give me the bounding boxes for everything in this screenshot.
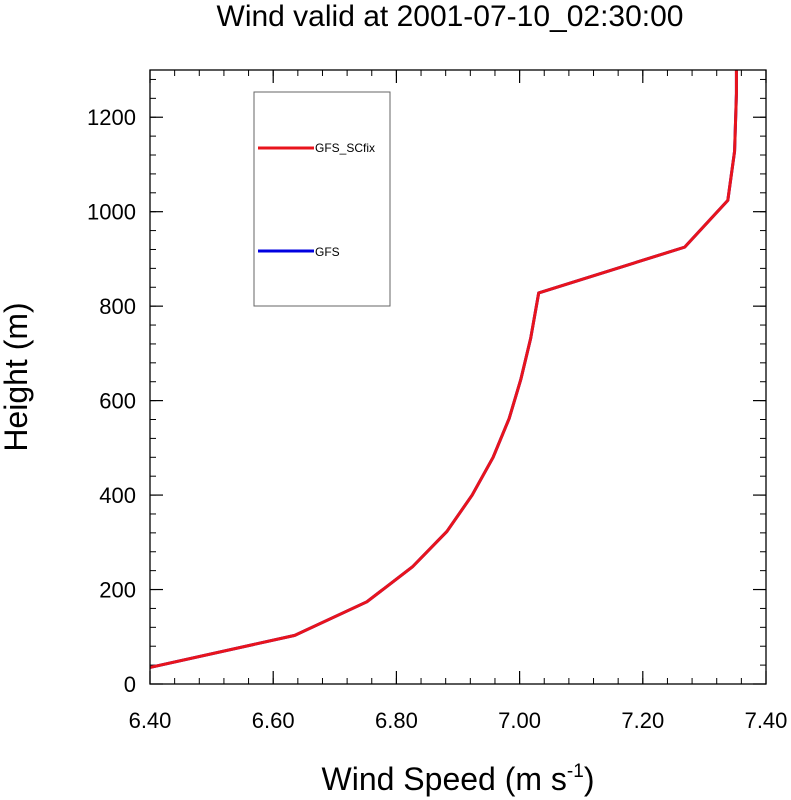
x-tick-label: 6.60 [252,708,295,733]
legend: GFS_SCfix GFS [253,91,391,307]
x-axis-label: Wind Speed (m s-1) [322,761,595,797]
x-tick-labels: 6.40 6.60 6.80 7.00 7.20 7.40 [129,708,788,733]
y-tick-label: 1000 [87,200,136,225]
series-layer [149,70,738,669]
y-tick-label: 200 [99,578,136,603]
y-tick-label: 600 [99,389,136,414]
plot-frame [149,69,767,685]
x-tick-label: 6.40 [129,708,172,733]
legend-label-gfs-scfix: GFS_SCfix [315,141,375,155]
major-ticks [149,70,767,685]
x-tick-label: 7.20 [621,708,664,733]
y-axis-label: Height (m) [0,302,34,451]
legend-label-gfs: GFS [315,245,340,259]
x-tick-label: 7.40 [745,708,788,733]
y-tick-labels: 0 200 400 600 800 1000 1200 [87,105,136,697]
legend-box [253,91,391,307]
y-tick-label: 800 [99,294,136,319]
series-line-gfs [149,70,738,669]
y-tick-label: 1200 [87,105,136,130]
y-tick-label: 400 [99,483,136,508]
series-line-gfs-scfix [149,70,738,669]
x-tick-label: 7.00 [498,708,541,733]
x-axis-label-superscript: -1 [567,761,584,782]
y-tick-label: 0 [124,672,136,697]
chart-title: Wind valid at 2001-07-10_02:30:00 [217,0,684,33]
x-tick-label: 6.80 [375,708,418,733]
minor-ticks [149,70,767,685]
